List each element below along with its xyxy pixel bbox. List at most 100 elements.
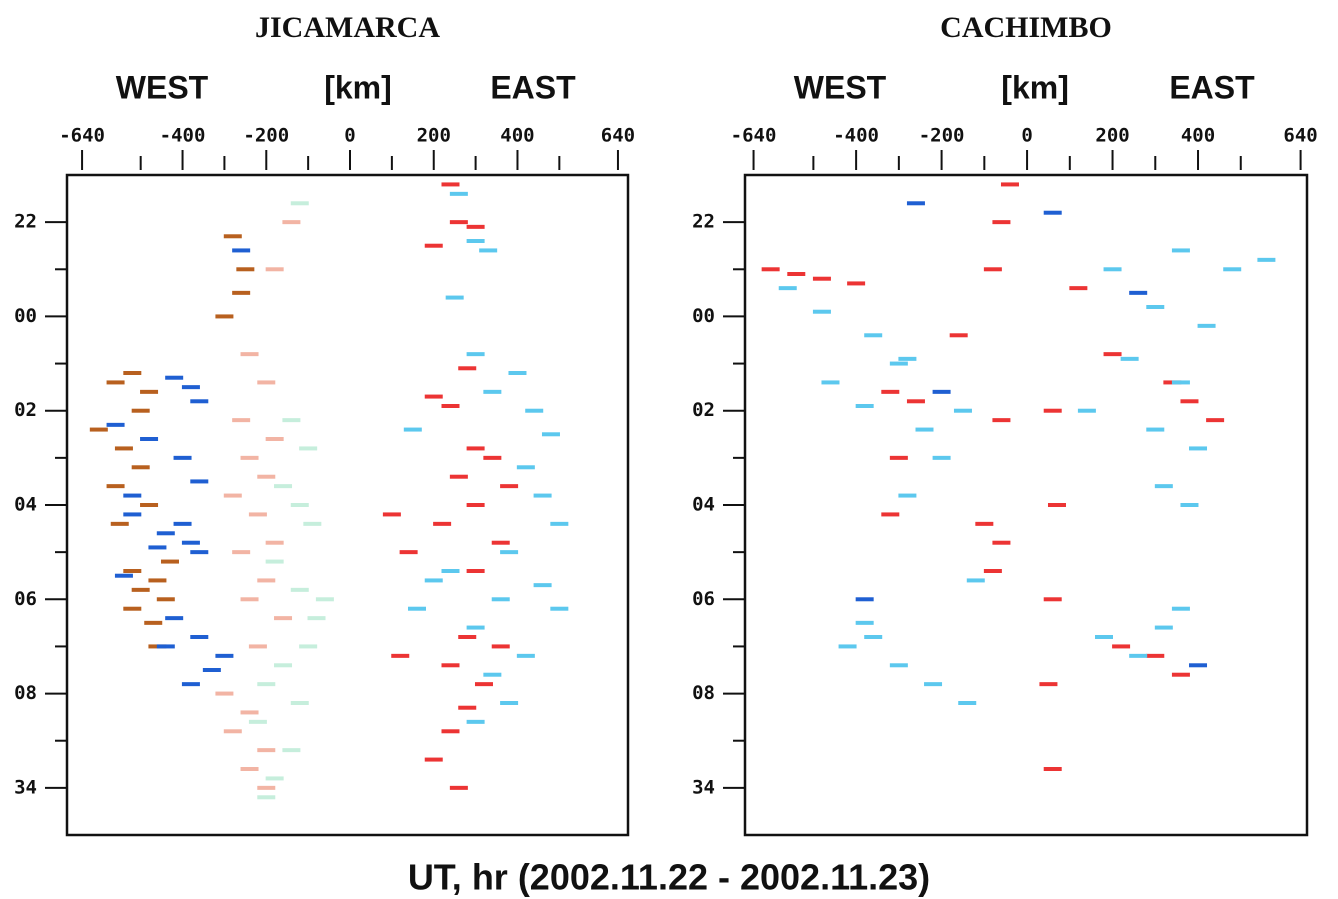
echo-point [236, 267, 255, 272]
echo-point [491, 540, 510, 545]
echo-point [1171, 248, 1190, 253]
echo-point [889, 455, 908, 460]
echo-point [290, 701, 309, 705]
x-tick-label: 640 [1283, 125, 1317, 147]
echo-point [449, 191, 468, 196]
y-tick-label: 22 [692, 211, 715, 233]
echo-point [257, 785, 276, 790]
echo-point [248, 644, 267, 649]
echo-point [131, 408, 150, 413]
echo-point [838, 644, 857, 649]
echo-point [160, 559, 179, 564]
echo-point [123, 493, 142, 498]
echo-point [881, 389, 900, 394]
echo-point [441, 569, 460, 573]
echo-point [1077, 408, 1096, 413]
echo-point [303, 521, 322, 526]
echo-point [889, 361, 908, 366]
echo-point [1043, 767, 1062, 771]
y-tick-label: 22 [14, 211, 37, 233]
x-tick-label: 640 [601, 125, 635, 147]
echo-point [458, 366, 477, 371]
echo-point [1189, 663, 1208, 668]
echo-point [257, 748, 276, 753]
echo-point [474, 682, 493, 687]
echo-point [156, 597, 175, 602]
echo-point [290, 503, 309, 507]
echo-point [131, 465, 150, 470]
echo-point [181, 682, 200, 687]
echo-point [123, 512, 142, 517]
echo-point [282, 418, 301, 423]
echo-point [290, 201, 309, 206]
echo-point [441, 404, 460, 408]
echo-point [508, 371, 527, 375]
echo-point [265, 540, 284, 545]
echo-point [265, 267, 284, 272]
echo-point [1039, 682, 1058, 687]
echo-point [855, 620, 874, 625]
echo-point [533, 493, 552, 498]
echo-point [173, 455, 192, 460]
figure-label: UT, hr (2002.11.22 - 2002.11.23) [408, 857, 930, 898]
echo-point [257, 474, 276, 479]
echo-point [257, 682, 276, 687]
echo-point [114, 573, 133, 578]
echo-point [1043, 408, 1062, 413]
echo-point [1043, 210, 1062, 215]
x-tick-label: 200 [417, 125, 451, 147]
echo-point [106, 484, 125, 489]
echo-point [399, 550, 418, 555]
echo-point [949, 333, 968, 338]
echo-point [240, 710, 259, 715]
echo-point [1112, 644, 1131, 649]
echo-point [898, 356, 917, 361]
echo-point [1103, 267, 1122, 272]
echo-point [966, 578, 985, 583]
echo-point [449, 785, 468, 790]
echo-point [407, 606, 426, 611]
echo-point [1171, 672, 1190, 677]
echo-point [932, 389, 951, 394]
echo-point [165, 616, 184, 621]
echo-point [265, 437, 284, 441]
y-tick-label: 00 [14, 305, 37, 327]
echo-point [525, 408, 544, 413]
echo-point [290, 587, 309, 592]
echo-point [992, 418, 1011, 423]
echo-point [156, 644, 175, 649]
echo-point [223, 234, 242, 239]
echo-point [864, 333, 883, 338]
unit-label: [km] [324, 69, 392, 105]
echo-point [257, 380, 276, 385]
echo-point [441, 729, 460, 734]
echo-point [1129, 653, 1148, 658]
x-tick-label: -200 [919, 125, 965, 147]
echo-point [274, 663, 293, 668]
echo-point [898, 493, 917, 498]
echo-point [483, 672, 502, 677]
echo-point [479, 248, 498, 253]
y-tick-label: 00 [692, 305, 715, 327]
echo-point [299, 446, 318, 451]
echo-point [89, 427, 108, 432]
x-tick-label: 0 [344, 125, 355, 147]
echo-point [144, 620, 163, 625]
echo-point [1223, 267, 1242, 272]
x-tick-label: -640 [731, 125, 777, 147]
echo-point [156, 531, 175, 536]
west-label: WEST [794, 69, 887, 105]
echo-point [516, 653, 535, 658]
echo-point [761, 267, 780, 272]
echo-point [466, 239, 485, 243]
echo-point [483, 455, 502, 460]
echo-point [983, 267, 1002, 272]
x-tick-label: 200 [1095, 125, 1129, 147]
echo-point [500, 701, 519, 705]
echo-point [458, 635, 477, 639]
echo-point [1154, 625, 1173, 630]
echo-point [449, 474, 468, 479]
echo-point [550, 521, 569, 526]
y-tick-label: 04 [692, 494, 715, 516]
echo-point [500, 550, 519, 555]
